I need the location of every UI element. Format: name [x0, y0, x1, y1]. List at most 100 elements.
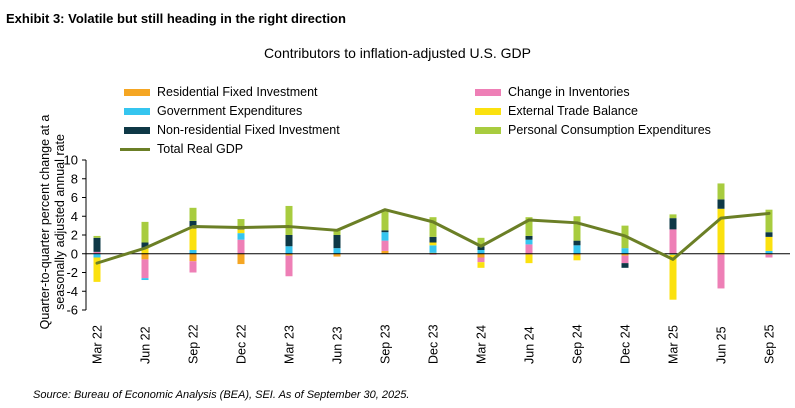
bar-segment-residential: [573, 253, 581, 256]
bar-segment-government: [333, 248, 341, 254]
bar-segment-government: [429, 245, 437, 253]
x-axis: Mar 22 Jun 22 Sep 22 Dec 22 Mar 23 Jun 23 Sep …: [91, 324, 777, 364]
legend-swatch-government: [124, 107, 150, 115]
bar-segment-consumption: [381, 210, 389, 231]
y-axis: -6 -4 -2 0 2 4 6 8 10: [64, 153, 87, 318]
bar-segment-nonresidential: [285, 235, 293, 247]
bar-segment-consumption: [429, 217, 437, 237]
bar-segment-consumption: [669, 214, 677, 219]
y-tick-label: 0: [71, 246, 78, 261]
bar-segment-residential: [381, 250, 389, 254]
legend-label-total-gdp: Total Real GDP: [157, 142, 244, 156]
legend-item-total-gdp: Total Real GDP: [120, 141, 243, 157]
legend-item-trade: External Trade Balance: [475, 103, 638, 119]
bar-segment-nonresidential: [573, 240, 581, 246]
bar-segment-nonresidential: [621, 263, 629, 268]
bar-segment-nonresidential: [525, 235, 533, 240]
bar-segment-consumption: [717, 183, 725, 200]
bar-segment-trade: [669, 254, 677, 300]
y-tick-label: 6: [71, 190, 78, 205]
bar-segment-inventories: [717, 254, 725, 289]
bar-segment-nonresidential: [381, 230, 389, 233]
bar-segment-inventories: [477, 257, 485, 263]
x-tick-label: Sep 24: [571, 324, 585, 364]
bar-segment-inventories: [189, 261, 197, 273]
bar-segment-trade: [717, 208, 725, 254]
legend-label-consumption: Personal Consumption Expenditures: [508, 123, 711, 137]
bar-segment-consumption: [93, 235, 101, 238]
bar-segment-nonresidential: [477, 246, 485, 250]
x-tick-label: Mar 24: [475, 325, 489, 364]
x-tick-label: Sep 25: [763, 324, 777, 364]
bar-segment-inventories: [141, 259, 149, 279]
legend-item-consumption: Personal Consumption Expenditures: [475, 122, 711, 138]
total-gdp-point: [527, 218, 531, 222]
bar-segment-nonresidential: [141, 242, 149, 249]
x-tick-label: Mar 22: [91, 325, 105, 364]
x-tick-label: Jun 22: [139, 326, 153, 364]
bar-segment-nonresidential: [669, 218, 677, 230]
bar-segment-trade: [237, 229, 245, 234]
bar-segment-consumption: [189, 207, 197, 221]
source-note: Source: Bureau of Economic Analysis (BEA…: [33, 389, 410, 401]
bar-segment-consumption: [333, 229, 341, 236]
bar-segment-residential: [477, 253, 485, 258]
bar-segment-government: [765, 250, 773, 254]
bar-segment-consumption: [477, 237, 485, 247]
total-gdp-point: [335, 229, 339, 232]
legend-label-inventories: Change in Inventories: [508, 85, 630, 99]
legend-swatch-consumption: [475, 126, 501, 134]
bar-segment-inventories: [765, 254, 773, 258]
x-tick-label: Dec 22: [235, 324, 249, 364]
bar-segment-nonresidential: [189, 220, 197, 229]
bar-segment-residential: [237, 253, 245, 265]
y-tick-label: 2: [71, 228, 78, 243]
bar-segment-government: [285, 246, 293, 254]
x-tick-label: Sep 23: [379, 324, 393, 364]
bar-segment-nonresidential: [765, 232, 773, 237]
total-gdp-point: [479, 245, 483, 248]
bar-segment-government: [477, 250, 485, 254]
bar-segment-consumption: [573, 216, 581, 241]
total-gdp-point: [95, 261, 99, 265]
bar-segment-inventories: [525, 244, 533, 254]
legend-swatch-inventories: [475, 88, 501, 96]
total-gdp-point: [719, 216, 723, 220]
legend-label-government: Government Expenditures: [157, 104, 303, 118]
bar-segment-inventories: [669, 229, 677, 254]
y-tick-label: -4: [66, 284, 78, 299]
bar-segment-trade: [765, 236, 773, 251]
bar-segment-trade: [525, 254, 533, 264]
bar-segment-consumption: [285, 205, 293, 235]
y-tick-label: -6: [66, 303, 78, 318]
x-tick-label: Mar 25: [667, 325, 681, 364]
total-gdp-point: [575, 221, 579, 225]
legend-item-government: Government Expenditures: [124, 103, 302, 119]
legend-item-inventories: Change in Inventories: [475, 84, 630, 100]
bar-segment-government: [93, 253, 101, 258]
x-tick-label: Jun 23: [331, 326, 345, 364]
legend-swatch-residential: [124, 88, 150, 96]
bar-segment-government: [189, 250, 197, 254]
bar-segment-residential: [141, 253, 149, 260]
legend-item-residential: Residential Fixed Investment: [124, 84, 318, 100]
bar-segment-inventories: [237, 239, 245, 254]
bar-segment-government: [573, 245, 581, 254]
bar-segment-nonresidential: [717, 199, 725, 209]
bar-segment-nonresidential: [429, 236, 437, 243]
total-gdp-point: [143, 246, 147, 250]
bar-segment-residential: [621, 253, 629, 256]
total-gdp-point: [191, 225, 195, 228]
total-gdp-point: [287, 225, 291, 228]
bar-segment-trade: [141, 248, 149, 254]
bar-segment-trade: [429, 242, 437, 246]
total-gdp-point: [623, 234, 627, 238]
total-gdp-point: [767, 212, 771, 215]
legend-line-total-gdp: [120, 147, 150, 151]
bar-segment-inventories: [621, 255, 629, 264]
y-tick-label: 8: [71, 171, 78, 186]
legend-label-residential: Residential Fixed Investment: [157, 85, 318, 99]
x-tick-label: Jun 25: [715, 326, 729, 364]
bar-segment-government: [621, 248, 629, 254]
